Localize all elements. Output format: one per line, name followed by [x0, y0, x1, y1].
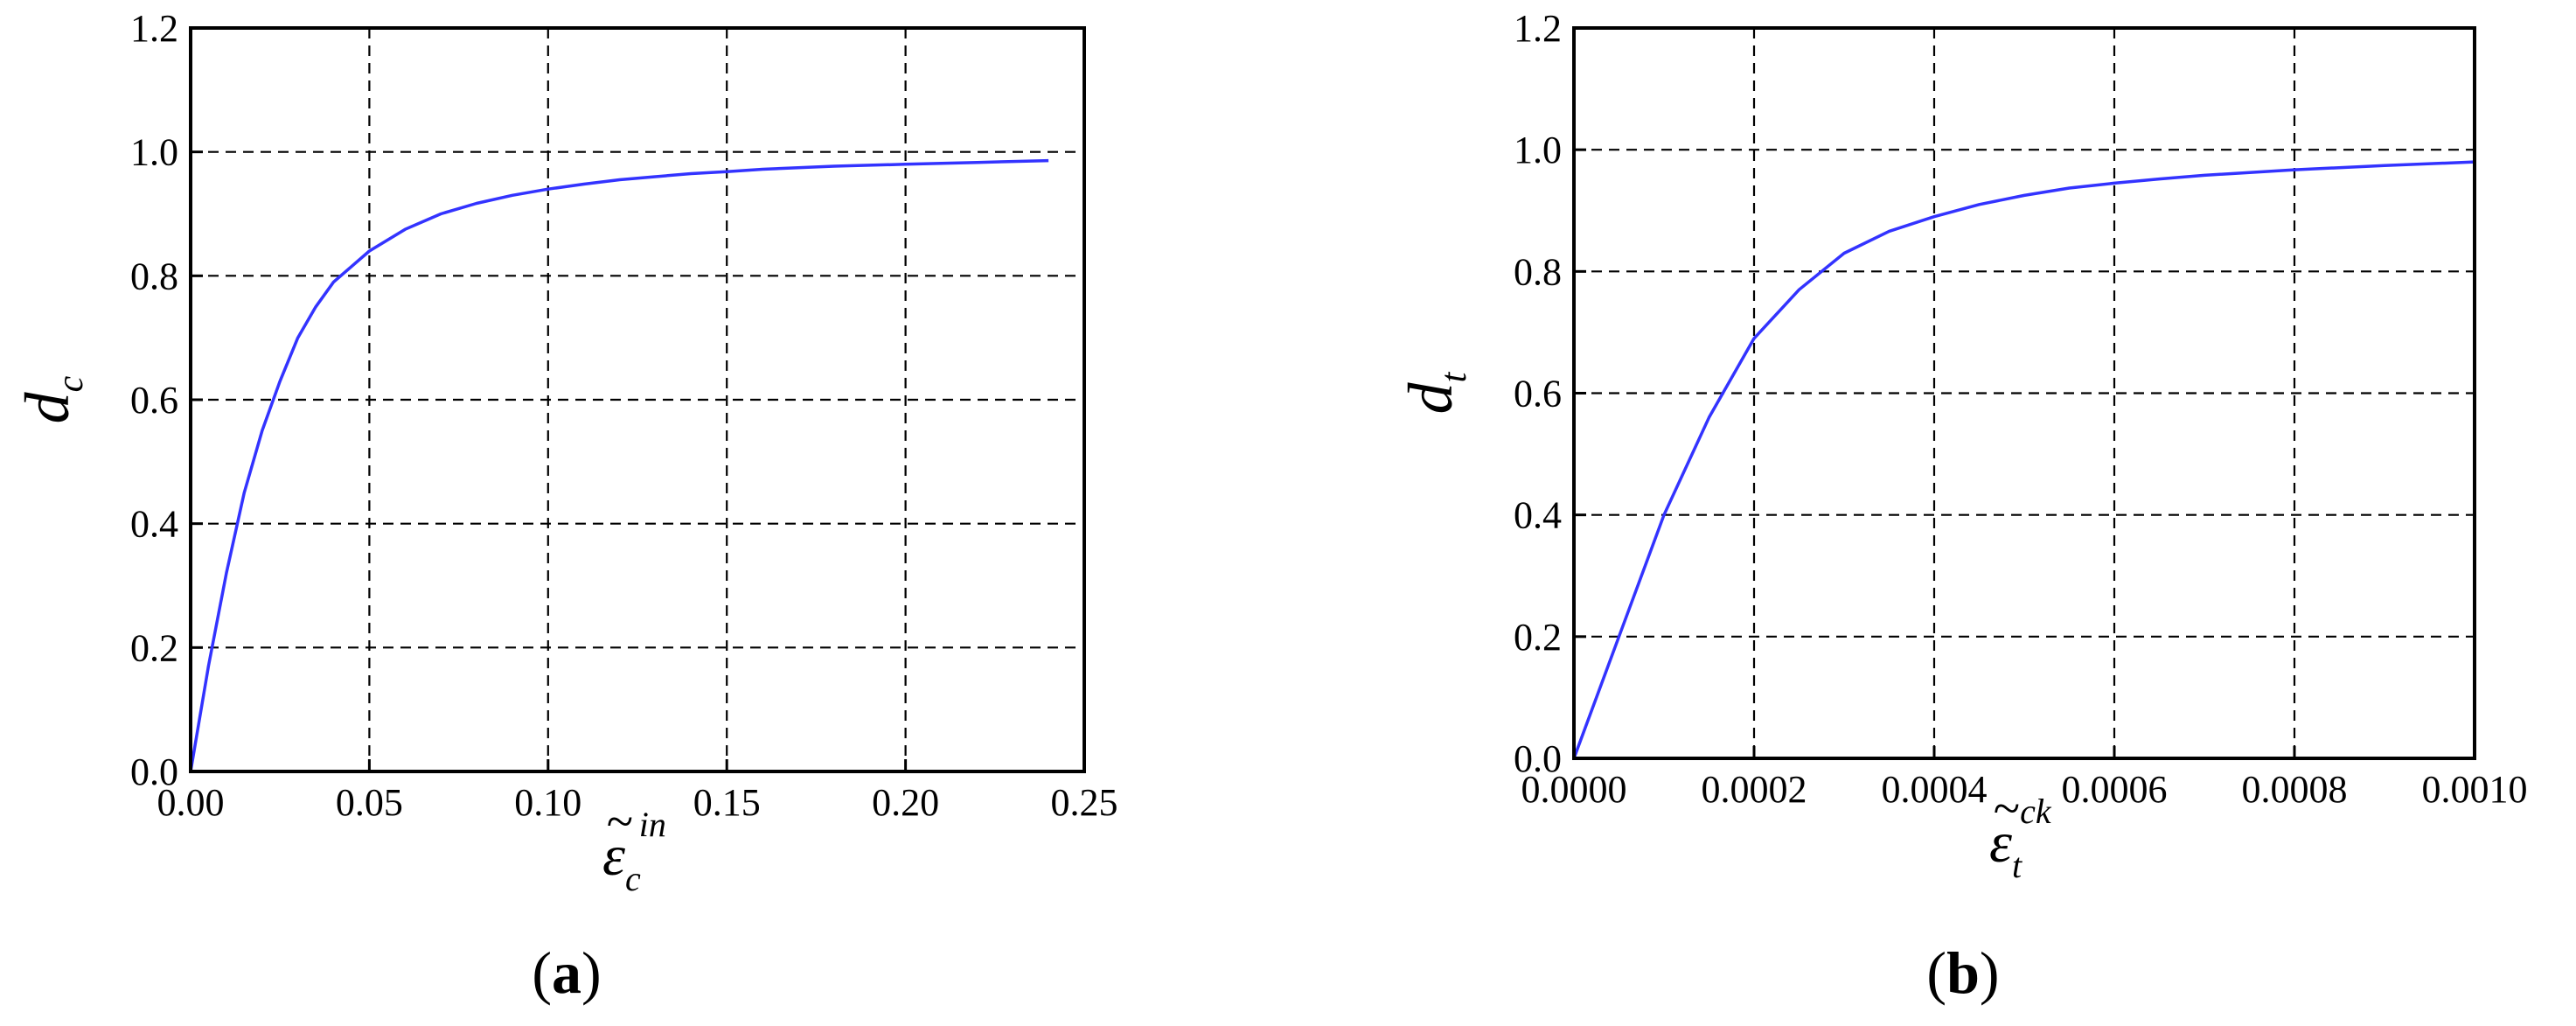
- chart-panel-a: 0.00 0.05 0.10 0.15 0.20 0.25 0.0 0.2 0.4 0.6 0.8 1…: [12, 7, 1118, 1006]
- plot-frame: [1572, 26, 2476, 760]
- x-tick-label: 0.25: [1051, 781, 1118, 824]
- y-tick-label: 0.8: [130, 255, 178, 297]
- y-axis-label: dc: [12, 375, 91, 423]
- y-tick-label: 0.6: [130, 379, 178, 422]
- x-tick-label: 0.0008: [2242, 768, 2348, 811]
- y-tick-label: 1.0: [130, 131, 178, 174]
- y-tick-label: 0.0: [130, 750, 178, 793]
- y-tick-label: 0.4: [1514, 494, 1562, 537]
- x-axis-label: εtck: [1989, 792, 2052, 885]
- chart-panel-b: 0.0000 0.0002 0.0004 0.0006 0.0008 0.0010 0.0 0…: [1396, 7, 2528, 1006]
- y-tick-label: 1.2: [130, 7, 178, 50]
- x-tick-label: 0.0000: [1521, 768, 1627, 811]
- y-tick-label: 0.2: [1514, 616, 1562, 659]
- y-tick-label: 1.0: [1514, 129, 1562, 171]
- x-tick-label: 0.10: [514, 781, 581, 824]
- panel-label: (b): [1926, 939, 1999, 1006]
- y-tick-label: 0.2: [130, 626, 178, 669]
- x-tick-label: 0.20: [872, 781, 939, 824]
- x-tick-label: 0.0002: [1702, 768, 1807, 811]
- series-line: [1572, 160, 2475, 759]
- x-axis-label: εcin: [602, 805, 666, 898]
- x-tick-label: 0.00: [157, 781, 225, 824]
- x-tick-label: 0.0010: [2422, 768, 2528, 811]
- y-tick-label: 1.2: [1514, 7, 1562, 50]
- x-axis-label-accent: ~: [606, 795, 632, 849]
- x-tick-label: 0.15: [693, 781, 761, 824]
- x-axis-label-accent: ~: [1993, 782, 2019, 836]
- panel-label: (a): [532, 939, 601, 1006]
- x-tick-label: 0.0006: [2062, 768, 2168, 811]
- y-tick-label: 0.0: [1514, 737, 1562, 780]
- y-tick-label: 0.4: [130, 503, 178, 546]
- series-line: [189, 158, 1049, 772]
- y-tick-label: 0.8: [1514, 250, 1562, 293]
- x-tick-label: 0.05: [336, 781, 403, 824]
- y-tick-label: 0.6: [1514, 373, 1562, 415]
- x-tick-label: 0.0004: [1882, 768, 1988, 811]
- y-axis-label: dt: [1396, 371, 1474, 414]
